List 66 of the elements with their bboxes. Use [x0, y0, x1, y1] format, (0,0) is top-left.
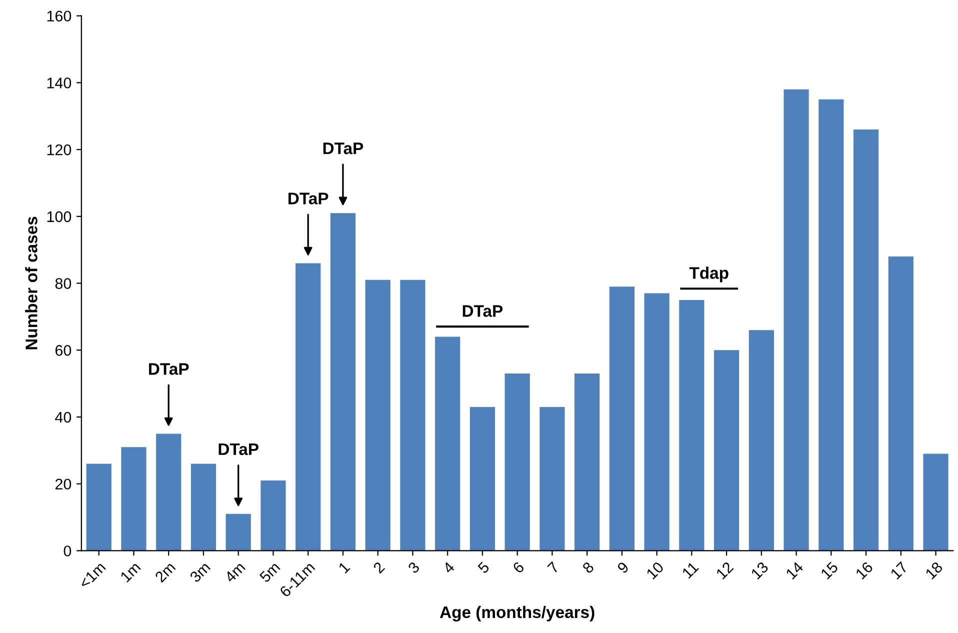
x-tick-label: 16 — [855, 561, 874, 580]
x-tick-label: 7 — [547, 561, 560, 574]
x-tick-label: 4m — [224, 562, 246, 584]
annotation: DTaP — [288, 192, 328, 204]
x-tick-label: 14 — [785, 561, 804, 580]
bar — [784, 89, 809, 551]
x-tick-label: 18 — [924, 561, 944, 580]
y-tick-label: 100 — [47, 211, 72, 222]
bar — [748, 330, 774, 551]
bar — [853, 129, 879, 551]
bar — [226, 514, 251, 551]
bar — [296, 263, 321, 551]
bar — [609, 286, 634, 551]
y-tick-label: 120 — [47, 144, 72, 156]
x-tick-label: 9 — [616, 561, 630, 574]
bar — [330, 213, 356, 551]
bar — [190, 464, 216, 551]
bar — [156, 434, 182, 551]
bar — [714, 350, 740, 551]
bar — [504, 374, 530, 551]
annotation: DTaP — [149, 363, 189, 375]
x-tick-label: 10 — [646, 561, 664, 580]
bar — [679, 300, 704, 551]
bar — [888, 256, 914, 551]
y-tick-label: 160 — [47, 10, 72, 22]
x-tick-label: 2m — [154, 561, 176, 583]
bar — [540, 406, 565, 551]
x-tick-label: 1 — [338, 561, 350, 574]
x-tick-label: 8 — [582, 561, 595, 574]
bar — [86, 464, 112, 551]
y-tick-label: 20 — [55, 478, 72, 490]
x-tick-label: 3 — [407, 561, 420, 574]
y-tick-label: 40 — [55, 412, 72, 423]
bar — [260, 480, 286, 551]
x-tick-label: 6 — [512, 561, 525, 574]
annotation: Tdap — [689, 266, 728, 282]
bar — [818, 99, 844, 551]
y-axis-title: Number of cases — [25, 216, 38, 350]
x-tick-label: 5 — [477, 561, 490, 574]
x-tick-label: 3m — [189, 561, 211, 583]
x-axis-title: Age (months/years) — [440, 606, 594, 622]
annotation: DTaP — [218, 443, 258, 456]
bar — [365, 280, 390, 551]
y-tick-label: 80 — [55, 278, 72, 289]
x-tick-label: 1m — [120, 562, 141, 582]
y-tick-label: 60 — [55, 344, 72, 356]
x-tick-label: <1m — [78, 562, 106, 590]
bar — [644, 293, 670, 551]
x-tick-label: 11 — [682, 561, 699, 579]
x-tick-label: 2 — [372, 561, 386, 574]
x-tick-label: 4 — [442, 561, 456, 574]
bar — [574, 374, 600, 551]
x-tick-label: 12 — [716, 561, 734, 580]
y-tick-label: 140 — [47, 78, 72, 88]
bar — [400, 280, 426, 551]
x-tick-label: 5m — [259, 562, 280, 583]
x-tick-label: 17 — [890, 561, 908, 580]
bar — [923, 454, 948, 551]
x-tick-label: 15 — [820, 561, 839, 580]
annotation: DTaP — [462, 305, 503, 317]
y-tick-label: 0 — [64, 546, 72, 556]
bar — [435, 336, 460, 551]
bar — [121, 447, 146, 551]
annotation: DTaP — [323, 142, 364, 154]
x-tick-label: 13 — [750, 561, 769, 580]
bar — [470, 406, 495, 551]
